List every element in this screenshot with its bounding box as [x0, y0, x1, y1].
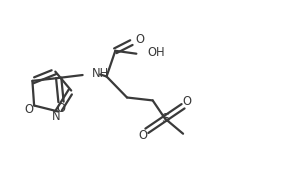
Text: O: O [24, 102, 33, 116]
Text: N: N [52, 110, 61, 123]
Text: NH: NH [91, 67, 109, 80]
Text: OH: OH [147, 46, 165, 59]
Text: O: O [138, 129, 147, 142]
Text: O: O [183, 95, 192, 108]
Text: O: O [57, 102, 65, 115]
Text: O: O [135, 33, 145, 46]
Text: S: S [161, 112, 169, 125]
